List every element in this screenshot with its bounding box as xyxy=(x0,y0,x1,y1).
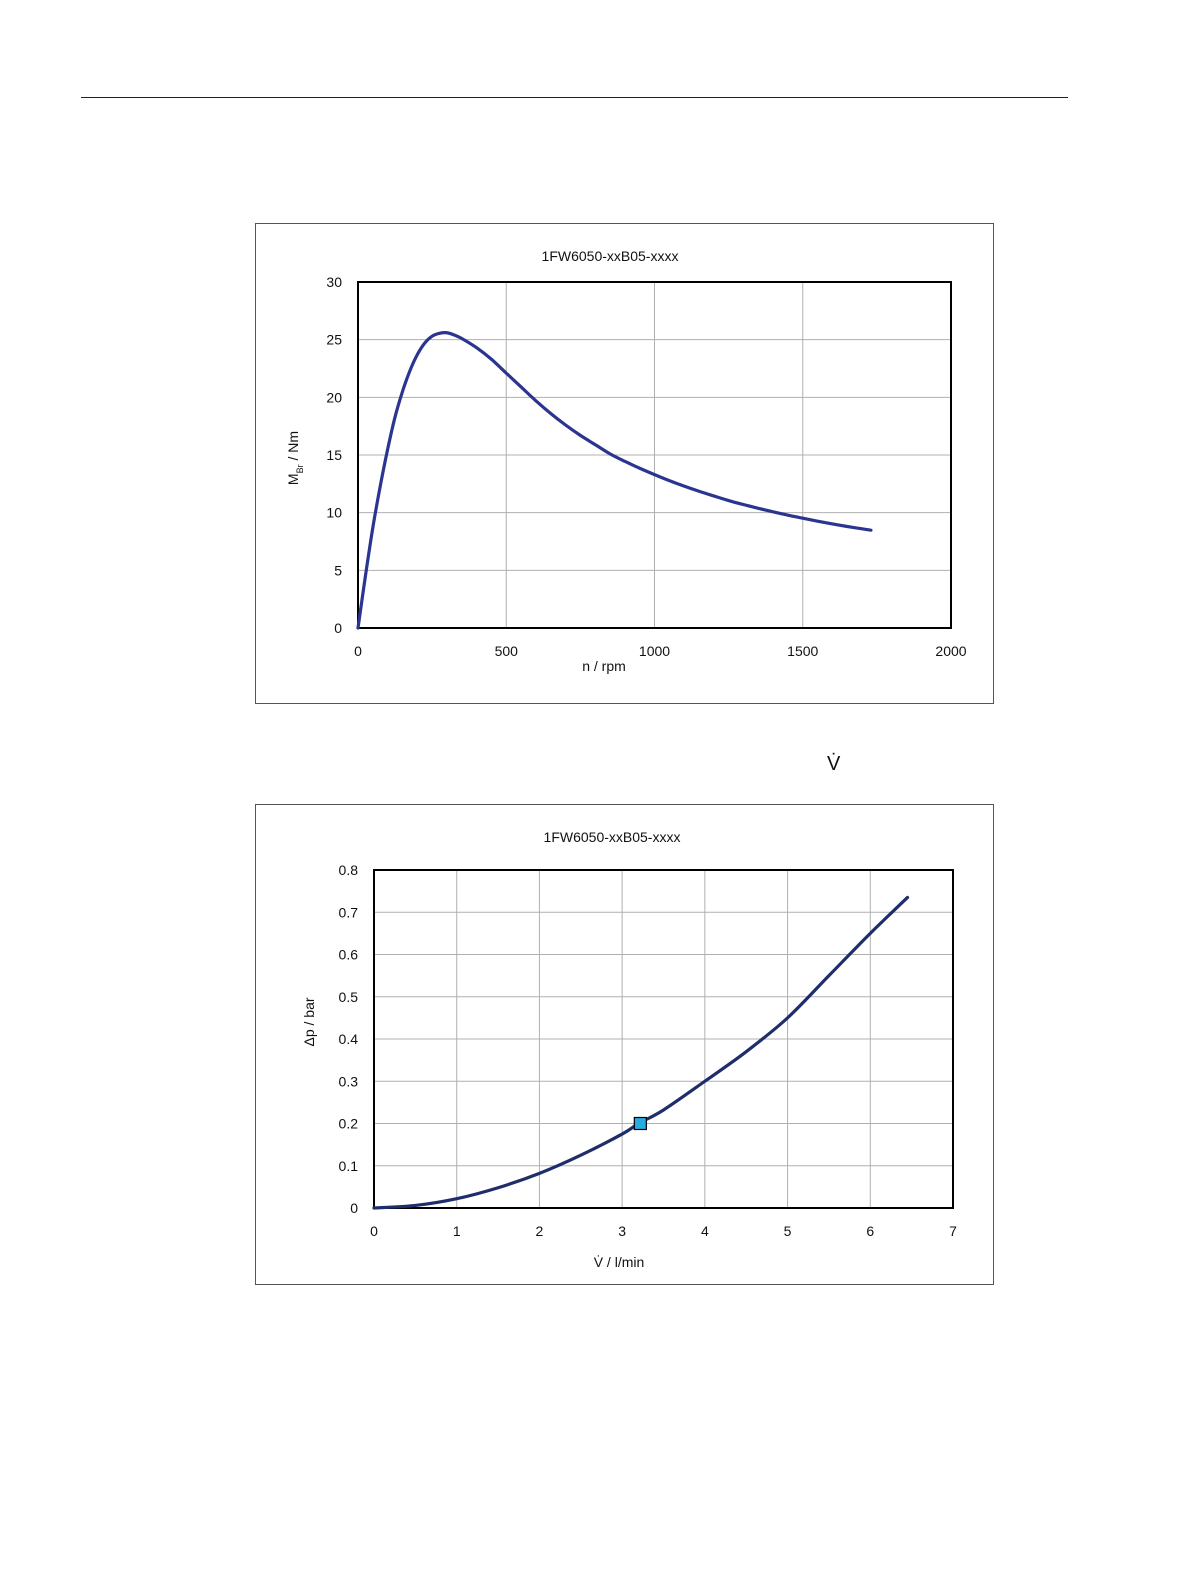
pressure-drop-chart-frame: 0 0.1 0.2 0.3 0.4 0.5 0.6 0.7 0.8 0 1 2 3 4 5 6 7 1FW60… xyxy=(255,804,994,1285)
plot-area xyxy=(357,281,952,629)
y-tick-labels: 0 5 10 15 20 25 30 xyxy=(326,274,342,636)
x-tick-label: 0 xyxy=(354,643,362,659)
y-tick-label: 20 xyxy=(326,389,342,405)
x-tick-label: 4 xyxy=(701,1223,709,1239)
grid xyxy=(373,869,954,1209)
operating-point-marker xyxy=(633,1116,647,1131)
x-tick-label: 6 xyxy=(866,1223,874,1239)
y-tick-label: 0 xyxy=(350,1200,358,1216)
series xyxy=(356,331,873,630)
y-axis-label: Δp / bar xyxy=(301,997,317,1046)
x-axis-label: n / rpm xyxy=(582,658,626,674)
chart-title: 1FW6050-xxB05-xxxx xyxy=(542,248,679,264)
x-axis-label: V̇ / l/min xyxy=(594,1254,645,1270)
y-tick-label: 0.6 xyxy=(339,947,359,963)
y-tick-label: 5 xyxy=(334,562,342,578)
plot-border xyxy=(357,281,952,629)
plot-border xyxy=(373,869,954,1209)
y-tick-label: 0.1 xyxy=(339,1158,359,1174)
y-tick-label: 0 xyxy=(334,620,342,636)
x-tick-label: 0 xyxy=(370,1223,378,1239)
y-tick-label: 15 xyxy=(326,447,342,463)
series-line xyxy=(356,331,873,630)
plot-area xyxy=(373,869,954,1209)
y-axis-label-main: M xyxy=(285,473,301,485)
series-line xyxy=(372,895,910,1210)
y-tick-label: 0.3 xyxy=(339,1073,359,1089)
volume-flow-symbol: V̇ xyxy=(827,753,841,775)
x-tick-label: 500 xyxy=(495,643,519,659)
y-tick-label: 30 xyxy=(326,274,342,290)
y-tick-label: 0.5 xyxy=(339,989,359,1005)
y-tick-labels: 0 0.1 0.2 0.3 0.4 0.5 0.6 0.7 0.8 xyxy=(339,862,359,1216)
pressure-drop-chart: 0 0.1 0.2 0.3 0.4 0.5 0.6 0.7 0.8 0 1 2 3 4 5 6 7 1FW60… xyxy=(301,829,957,1270)
x-tick-label: 7 xyxy=(949,1223,957,1239)
y-tick-label: 0.4 xyxy=(339,1031,359,1047)
x-tick-label: 1 xyxy=(453,1223,461,1239)
y-axis-label-subscript: Br xyxy=(295,464,305,473)
y-tick-label: 25 xyxy=(326,332,342,348)
y-tick-label: 0.8 xyxy=(339,862,359,878)
y-axis-label-unit: / Nm xyxy=(285,431,301,464)
series xyxy=(372,895,910,1210)
y-tick-label: 0.2 xyxy=(339,1116,359,1132)
x-tick-label: 1000 xyxy=(639,643,670,659)
braking-torque-chart-frame: 0 5 10 15 20 25 30 0 500 1000 1500 2000 1FW6050-xx… xyxy=(255,223,994,704)
x-tick-labels: 0 1 2 3 4 5 6 7 xyxy=(370,1223,957,1239)
header-rule xyxy=(81,97,1068,98)
chart-title: 1FW6050-xxB05-xxxx xyxy=(544,829,681,845)
x-tick-label: 1500 xyxy=(787,643,818,659)
x-tick-label: 2 xyxy=(536,1223,544,1239)
x-tick-labels: 0 500 1000 1500 2000 xyxy=(354,643,967,659)
x-tick-label: 5 xyxy=(784,1223,792,1239)
y-tick-label: 0.7 xyxy=(339,904,359,920)
y-axis-label: MBr / Nm xyxy=(285,431,305,485)
braking-torque-chart: 0 5 10 15 20 25 30 0 500 1000 1500 2000 1FW6050-xx… xyxy=(285,248,967,674)
x-tick-label: 3 xyxy=(618,1223,626,1239)
y-tick-label: 10 xyxy=(326,505,342,521)
x-tick-label: 2000 xyxy=(935,643,966,659)
